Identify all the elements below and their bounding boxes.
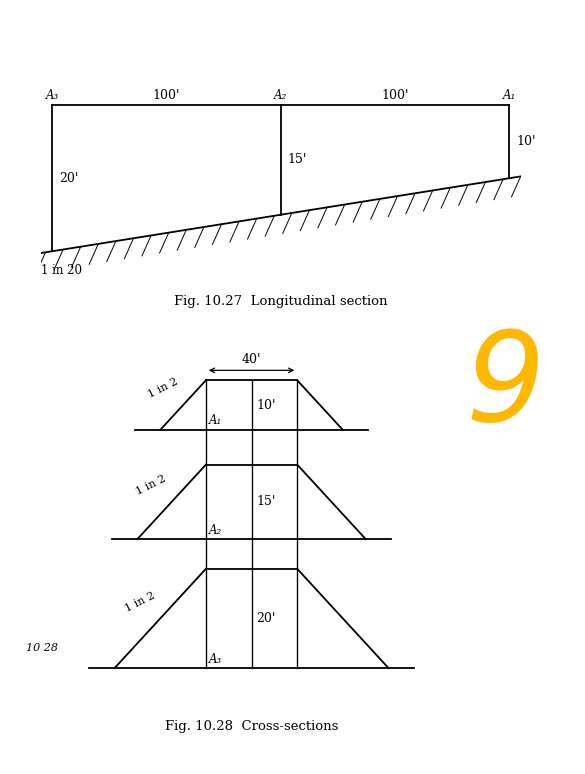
Text: A₁: A₁ [503, 88, 516, 101]
Text: 1 in 2: 1 in 2 [146, 377, 180, 400]
Text: 15': 15' [288, 153, 307, 166]
Text: Fig. 10.28  Cross-sections: Fig. 10.28 Cross-sections [165, 720, 338, 733]
Text: 10 28: 10 28 [26, 643, 58, 653]
Text: 100': 100' [153, 88, 180, 101]
Text: 40': 40' [242, 354, 261, 366]
Text: A₃: A₃ [208, 652, 222, 666]
Text: 10': 10' [516, 135, 536, 149]
Text: A₁: A₁ [208, 414, 222, 427]
Text: 20': 20' [59, 172, 78, 185]
Text: Fig. 10.27  Longitudinal section: Fig. 10.27 Longitudinal section [174, 295, 387, 308]
Text: A₂: A₂ [208, 523, 222, 536]
Text: A₃: A₃ [46, 88, 59, 101]
Text: 20': 20' [257, 612, 276, 625]
Text: 1 in 2: 1 in 2 [135, 474, 168, 497]
Text: 1 in 2: 1 in 2 [123, 590, 157, 614]
Text: 9: 9 [465, 326, 545, 447]
Text: 1 in 20: 1 in 20 [41, 264, 82, 277]
Text: 15': 15' [257, 495, 276, 509]
Text: 10': 10' [257, 399, 276, 412]
Text: A₂: A₂ [274, 88, 287, 101]
Text: 100': 100' [381, 88, 409, 101]
